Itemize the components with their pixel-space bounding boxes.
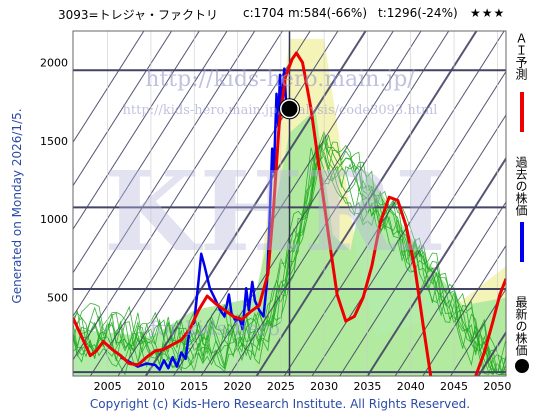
trend-channel-line [311, 70, 506, 376]
trend-channel-line [73, 31, 173, 187]
x-tick-label: 2050 [483, 380, 511, 393]
trend-channel-line [89, 31, 311, 376]
latest-price-dot [281, 100, 298, 117]
y-tick-label: 2000 [40, 56, 68, 69]
header-m-value: m:584(-66%) [288, 6, 368, 20]
ai-forecast-line [73, 51, 433, 376]
legend-past-price-swatch [520, 222, 524, 262]
trend-channel-line [422, 244, 506, 376]
y-tick-label: 1000 [40, 213, 68, 226]
watermark-big: KHRI [104, 147, 446, 276]
legend-latest-price-label: 最新の株価 [514, 296, 528, 356]
header-stars: ★★★ [470, 6, 506, 20]
header-t-value: t:1296(-24%) [378, 6, 458, 20]
trend-channel-line [73, 31, 200, 231]
trend-channel-line [394, 201, 506, 376]
trend-channel-line [339, 114, 506, 376]
y-tick-label: 1500 [40, 135, 68, 148]
trend-channel-line [283, 31, 505, 376]
x-tick-label: 2005 [94, 380, 122, 393]
x-tick-label: 2035 [353, 380, 381, 393]
x-tick-label: 2045 [440, 380, 468, 393]
x-tick-label: 2020 [224, 380, 252, 393]
x-tick-label: 2015 [180, 380, 208, 393]
past-price-line [120, 67, 291, 371]
trend-channel-line [73, 31, 228, 274]
legend-ai-forecast-label: ＡＩ予測 [514, 32, 528, 80]
plot-frame [72, 30, 507, 377]
trend-channel-line [255, 31, 478, 376]
x-tick-label: 2010 [137, 380, 165, 393]
plot-area [73, 0, 560, 376]
trend-channel-line [73, 31, 145, 144]
watermark-bottom: for kids-hero [150, 316, 280, 340]
trend-channel-line [73, 31, 284, 361]
trend-channel-line [450, 288, 506, 376]
x-tick-label: 2025 [267, 380, 295, 393]
header-code-name: 3093=トレジャ・ファクトリ [58, 8, 218, 22]
trend-channel-line [73, 31, 256, 318]
trend-channel-line [228, 31, 450, 376]
trend-channel-line [173, 31, 394, 376]
legend-ai-forecast-swatch [520, 92, 524, 132]
ai-forecast-line [474, 278, 506, 376]
generated-date-label: Generated on Monday 2026/1/5. [10, 108, 24, 304]
legend-latest-price-dot [515, 359, 529, 373]
trend-channel-line [534, 0, 560, 376]
x-tick-label: 2040 [397, 380, 425, 393]
watermark-url-main: http://kids-hero.main.jp/ [145, 67, 415, 92]
legend-past-price-label: 過去の株価 [514, 156, 528, 216]
trend-channel-line [117, 31, 339, 376]
copyright-footer: Copyright (c) Kids-Hero Research Institu… [89, 397, 471, 411]
x-tick-label: 2030 [310, 380, 338, 393]
y-tick-label: 500 [47, 292, 68, 305]
header-current: c:1704 [243, 6, 285, 20]
